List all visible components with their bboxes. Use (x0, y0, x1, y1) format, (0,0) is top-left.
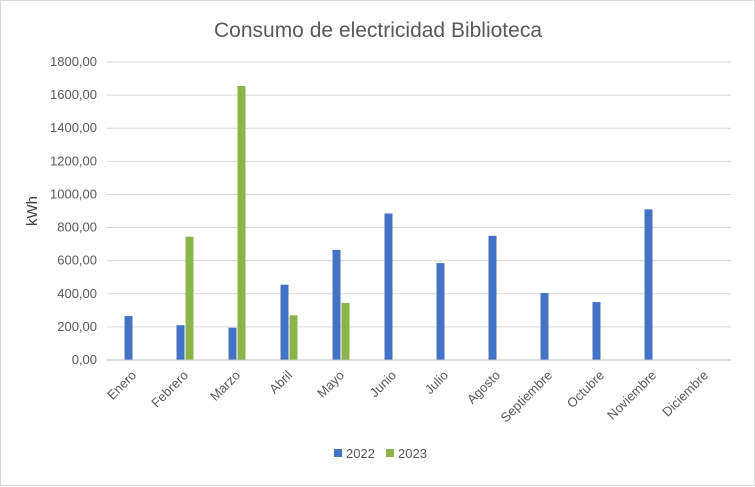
y-axis-label: kWh (24, 196, 41, 226)
bar-2022-noviembre (644, 209, 653, 360)
chart-title: Consumo de electricidad Biblioteca (214, 19, 542, 42)
x-tick-label: Agosto (464, 368, 503, 407)
x-tick-label: Septiembre (498, 368, 556, 426)
gridlines (107, 61, 731, 328)
y-tick-label: 400,00 (57, 286, 97, 301)
bar-2022-septiembre (540, 292, 549, 360)
bar-2023-marzo (237, 86, 246, 360)
bar-2023-febrero (185, 236, 194, 360)
y-tick-label: 1800,00 (50, 54, 97, 69)
y-tick-label: 1400,00 (50, 120, 97, 135)
bar-2023-mayo (341, 302, 350, 360)
y-tick-label: 800,00 (57, 220, 97, 235)
y-tick-label: 600,00 (57, 253, 97, 268)
bar-2022-agosto (488, 235, 497, 360)
x-tick-label: Marzo (207, 368, 243, 404)
legend-label: 2023 (398, 446, 427, 461)
bar-2022-febrero (176, 325, 185, 360)
bar-2022-enero (124, 316, 133, 360)
x-tick-label: Enero (104, 368, 139, 403)
bar-2022-junio (384, 213, 393, 360)
legend: 2022 2023 (334, 446, 427, 461)
x-tick-label: Octubre (564, 368, 607, 411)
x-tick-label: Mayo (314, 368, 347, 401)
legend-swatch-2022 (334, 449, 342, 457)
bar-2023-abril (289, 315, 298, 360)
x-axis-ticks: Enero Febrero Marzo Abril Mayo Junio Julio Agos… (104, 367, 711, 425)
x-tick-label: Julio (422, 368, 452, 398)
x-tick-label: Abril (266, 367, 295, 396)
y-tick-label: 1600,00 (50, 87, 97, 102)
legend-label: 2022 (346, 446, 375, 461)
bar-2022-julio (436, 263, 445, 360)
y-tick-label: 0,00 (72, 352, 97, 367)
y-tick-label: 1200,00 (50, 153, 97, 168)
x-tick-label: Noviembre (604, 368, 659, 423)
bar-2022-marzo (228, 327, 237, 360)
x-tick-label: Junio (367, 368, 400, 401)
legend-swatch-2023 (386, 449, 394, 457)
bar-2022-octubre (592, 302, 601, 360)
y-axis-ticks: 0,00 200,00 400,00 600,00 800,00 1000,00 1200,… (50, 54, 97, 367)
x-tick-label: Diciembre (659, 368, 711, 420)
y-tick-label: 200,00 (57, 319, 97, 334)
bar-2022-abril (280, 284, 289, 360)
bar-2022-mayo (332, 249, 341, 360)
y-tick-label: 1000,00 (50, 186, 97, 201)
bars (124, 86, 653, 360)
x-tick-label: Febrero (148, 368, 191, 411)
